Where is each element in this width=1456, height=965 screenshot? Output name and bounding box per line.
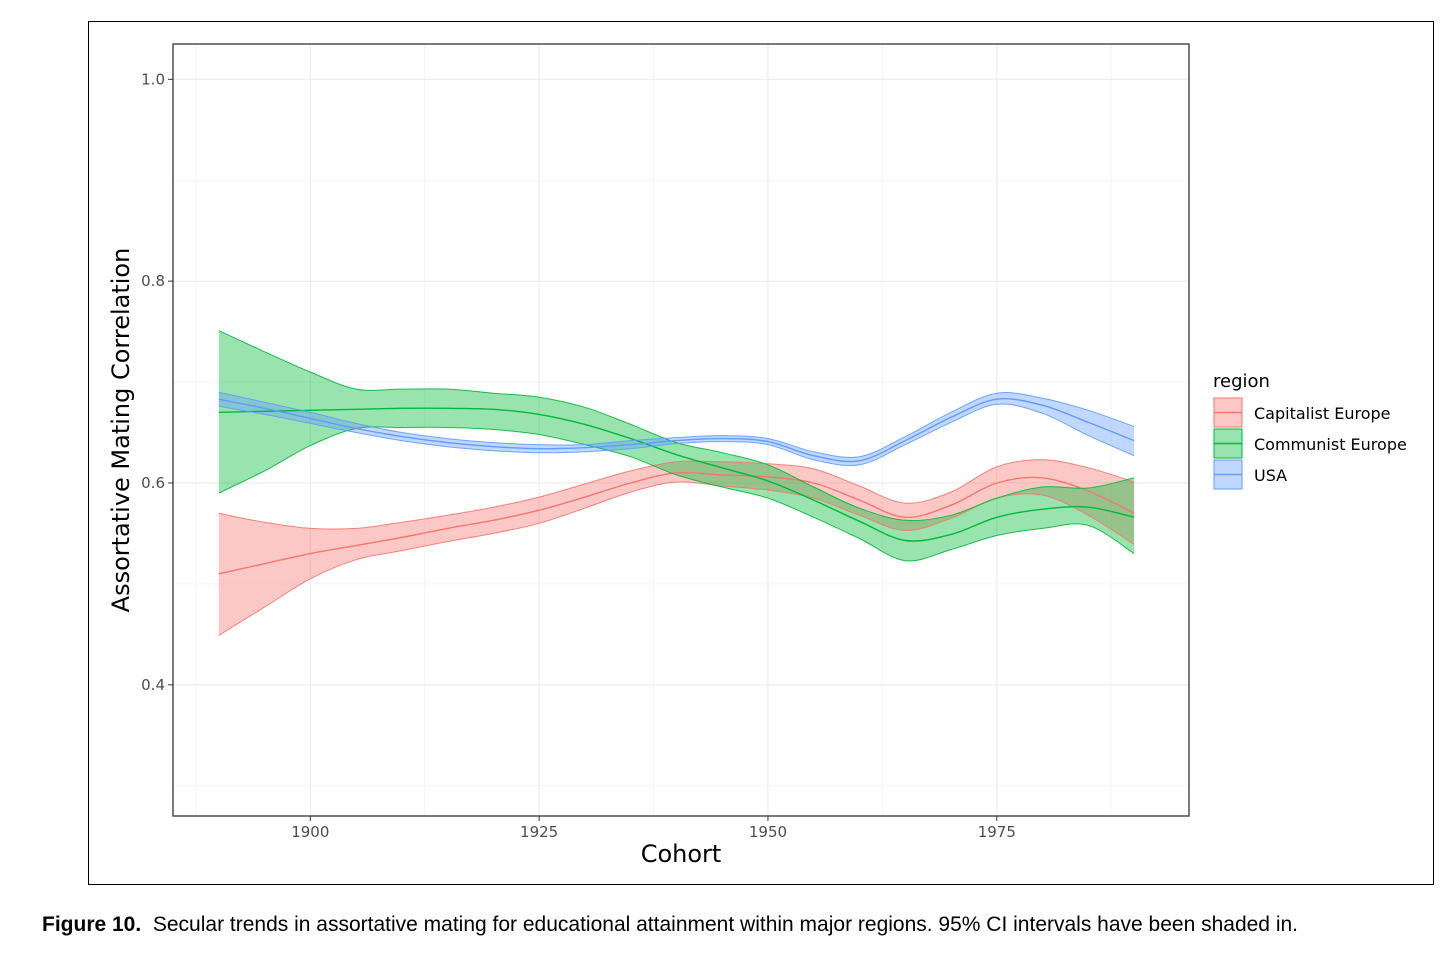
x-tick-label: 1925 [520, 823, 558, 841]
grid-lines [173, 44, 1189, 816]
x-tick-label: 1900 [291, 823, 329, 841]
usa-line [218, 398, 1135, 463]
usa-legend-label: USA [1254, 466, 1287, 485]
y-tick-label: 1.0 [141, 70, 165, 88]
caption-label: Figure 10. [42, 913, 142, 936]
figure-caption: Figure 10. Secular trends in assortative… [42, 913, 1442, 937]
usa-ci-lower [218, 403, 1135, 467]
plot-border [172, 43, 1190, 817]
legend-title: region [1213, 371, 1270, 392]
usa-ci-upper [218, 391, 1135, 458]
x-tick-label: 1975 [978, 823, 1016, 841]
chart: 1900 1925 1950 1975 0.4 0.6 0.8 1.0 Cohort Asso… [107, 43, 1407, 868]
capitalist-europe-line [218, 471, 1135, 575]
communist-europe-ci-lower [218, 426, 1135, 562]
y-tick-label: 0.4 [141, 676, 165, 694]
caption-text: Secular trends in assortative mating for… [152, 913, 1299, 936]
communist-europe-legend-label: Communist Europe [1254, 435, 1407, 454]
communist-europe-ci-upper [218, 330, 1135, 522]
communist-europe-line [218, 407, 1135, 542]
y-tick-label: 0.6 [141, 474, 165, 492]
capitalist-europe-ci-upper [218, 459, 1135, 530]
capitalist-europe-legend-label: Capitalist Europe [1254, 404, 1391, 423]
figure-frame [88, 21, 1434, 885]
legend: region Capitalist Europe Communist Europe… [1213, 371, 1407, 490]
y-tick-label: 0.8 [141, 272, 165, 290]
usa-ci-band [218, 392, 1135, 466]
x-axis-title: Cohort [641, 840, 722, 868]
x-tick-label: 1950 [749, 823, 787, 841]
axis-ticks: 1900 1925 1950 1975 0.4 0.6 0.8 1.0 [141, 70, 1016, 841]
y-axis-title: Assortative Mating Correlation [107, 248, 135, 613]
series-lines [218, 330, 1135, 636]
communist-europe-ci-band [218, 330, 1135, 561]
